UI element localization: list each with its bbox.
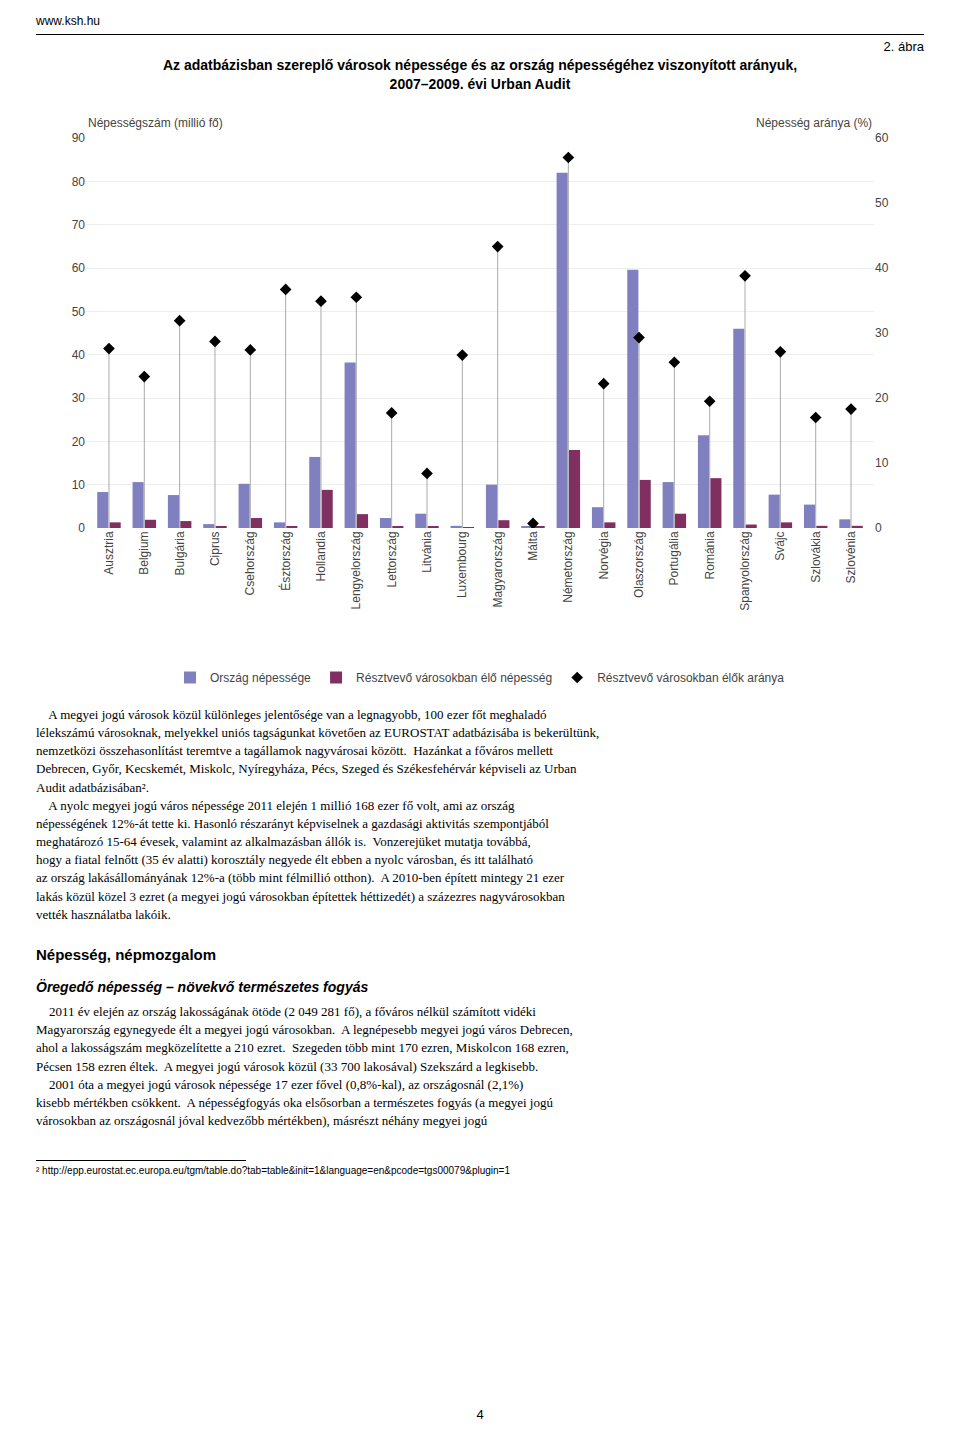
svg-text:Résztvevő városokban élők arán: Résztvevő városokban élők aránya [597, 671, 784, 685]
svg-text:60: 60 [72, 261, 86, 275]
svg-text:Litvánia: Litvánia [420, 531, 434, 573]
svg-text:Magyarország: Magyarország [491, 531, 505, 607]
html-text:Az adatbázisban szereplő város: Az adatbázisban szereplő városok népessé… [162, 57, 798, 92]
svg-text:40: 40 [72, 348, 86, 362]
svg-text:Bulgária: Bulgária [173, 531, 187, 575]
svg-text:80: 80 [72, 174, 86, 188]
svg-text:30: 30 [875, 326, 889, 340]
svg-text:70: 70 [72, 218, 86, 232]
svg-text:60: 60 [875, 131, 889, 145]
svg-text:Svájc: Svájc [773, 531, 787, 560]
svg-text:Szlovákia: Szlovákia [809, 531, 823, 583]
html-text:Öregedő népesség – növekvő ter: Öregedő népesség – növekvő természetes f… [36, 979, 369, 995]
svg-text:50: 50 [72, 304, 86, 318]
svg-text:Ausztria: Ausztria [102, 531, 116, 575]
svg-text:Németország: Németország [561, 531, 575, 602]
svg-text:Portugália: Portugália [667, 531, 681, 585]
svg-text:20: 20 [72, 434, 86, 448]
svg-text:Népesség aránya (%): Népesség aránya (%) [756, 116, 872, 130]
svg-text:Ciprus: Ciprus [208, 531, 222, 566]
svg-text:Csehország: Csehország [243, 531, 257, 595]
svg-text:Hollandia: Hollandia [314, 531, 328, 581]
svg-text:Résztvevő városokban élő népes: Résztvevő városokban élő népesség [356, 671, 552, 685]
svg-text:Szlovénia: Szlovénia [844, 531, 858, 583]
svg-text:50: 50 [875, 196, 889, 210]
html-text:A megyei jogú városok közül kü: A megyei jogú városok közül különleges j… [36, 706, 600, 922]
svg-text:Belgium: Belgium [137, 531, 151, 574]
svg-text:Luxembourg: Luxembourg [455, 531, 469, 598]
html-text:4: 4 [476, 1407, 484, 1422]
html-text:2. ábra: 2. ábra [883, 39, 924, 54]
svg-text:0: 0 [78, 521, 85, 535]
svg-text:0: 0 [875, 521, 882, 535]
svg-text:20: 20 [875, 391, 889, 405]
svg-text:Románia: Románia [703, 531, 717, 579]
svg-text:10: 10 [72, 478, 86, 492]
svg-text:Spanyolország: Spanyolország [738, 531, 752, 610]
html-text:Népesség, népmozgalom: Népesség, népmozgalom [36, 946, 216, 963]
svg-text:90: 90 [72, 131, 86, 145]
html-text:² http://epp.eurostat.ec.europ: ² http://epp.eurostat.ec.europa.eu/tgm/t… [36, 1165, 510, 1177]
html-text:www.ksh.hu: www.ksh.hu [36, 14, 100, 28]
html-text:2011 év elején az ország lakos: 2011 év elején az ország lakosságának öt… [36, 1004, 573, 1129]
svg-text:Lettország: Lettország [385, 531, 399, 587]
svg-text:10: 10 [875, 456, 889, 470]
svg-text:Olaszország: Olaszország [632, 531, 646, 598]
svg-text:Ország népessége: Ország népessége [210, 671, 311, 685]
svg-text:Észtország: Észtország [278, 531, 293, 590]
svg-text:Málta: Málta [526, 531, 540, 561]
svg-text:Népességszám (millió fő): Népességszám (millió fő) [88, 116, 223, 130]
svg-text:Lengyelország: Lengyelország [349, 531, 363, 609]
svg-text:30: 30 [72, 391, 86, 405]
svg-text:40: 40 [875, 261, 889, 275]
svg-text:Norvégia: Norvégia [597, 531, 611, 579]
